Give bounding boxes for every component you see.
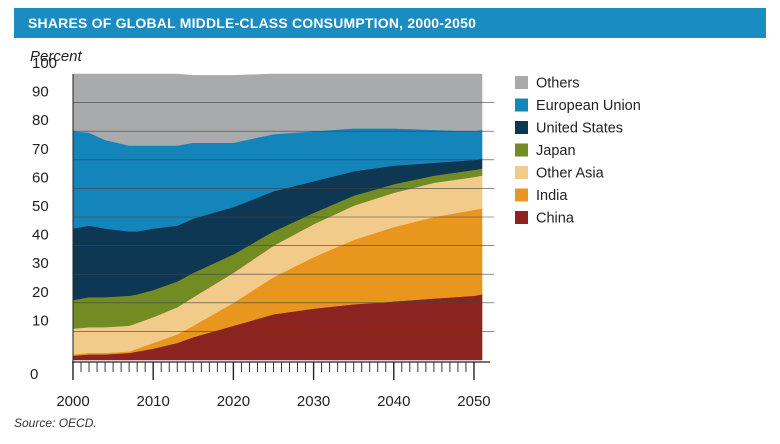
legend-swatch-european-union [515,98,528,112]
y-tick-label: 90 [32,84,49,101]
source-note: Source: OECD. [14,416,97,430]
x-tick-label: 2030 [297,393,330,410]
x-tick-label: 2000 [56,393,89,410]
x-tick-label: 2020 [217,393,250,410]
legend-swatch-china [515,211,528,224]
legend-swatch-united-states [515,121,528,134]
legend-label-japan: Japan [536,143,576,159]
y-tick-label: 100 [32,55,57,72]
title-banner: SHARES OF GLOBAL MIDDLE-CLASS CONSUMPTIO… [14,8,766,38]
area-layers [72,73,483,361]
legend-label-china: China [536,211,575,227]
y-tick-label: 10 [32,312,49,329]
legend-label-other-asia: Other Asia [536,166,605,182]
y-tick-label: 80 [32,112,49,129]
legend-label-united-states: United States [536,121,623,137]
x-tick-label: 2040 [377,393,410,410]
legend-swatch-others [515,76,528,89]
y-tick-label: 20 [32,284,49,301]
legend: Others European Union United States Japan Ot… [515,76,641,227]
gridlines [73,102,494,332]
y-tick-label: 40 [32,227,49,244]
legend-label-others: Others [536,76,580,92]
legend-swatch-japan [515,143,528,157]
y-tick-label: 60 [32,169,49,186]
x-tick-label: 2010 [137,393,170,410]
legend-swatch-india [515,188,528,202]
legend-label-european-union: European Union [536,98,641,114]
x-tick-label: 2050 [457,393,490,410]
legend-swatch-other-asia [515,166,528,179]
chart-title: SHARES OF GLOBAL MIDDLE-CLASS CONSUMPTIO… [28,15,477,31]
y-tick-label: 50 [32,198,49,215]
y-tick-label: 70 [32,141,49,158]
y-axis-label: Percent [30,48,82,65]
y-tick-label: 30 [32,255,49,272]
y-tick-label: 0 [30,366,38,383]
legend-label-india: India [536,188,568,204]
area-others [72,73,483,146]
